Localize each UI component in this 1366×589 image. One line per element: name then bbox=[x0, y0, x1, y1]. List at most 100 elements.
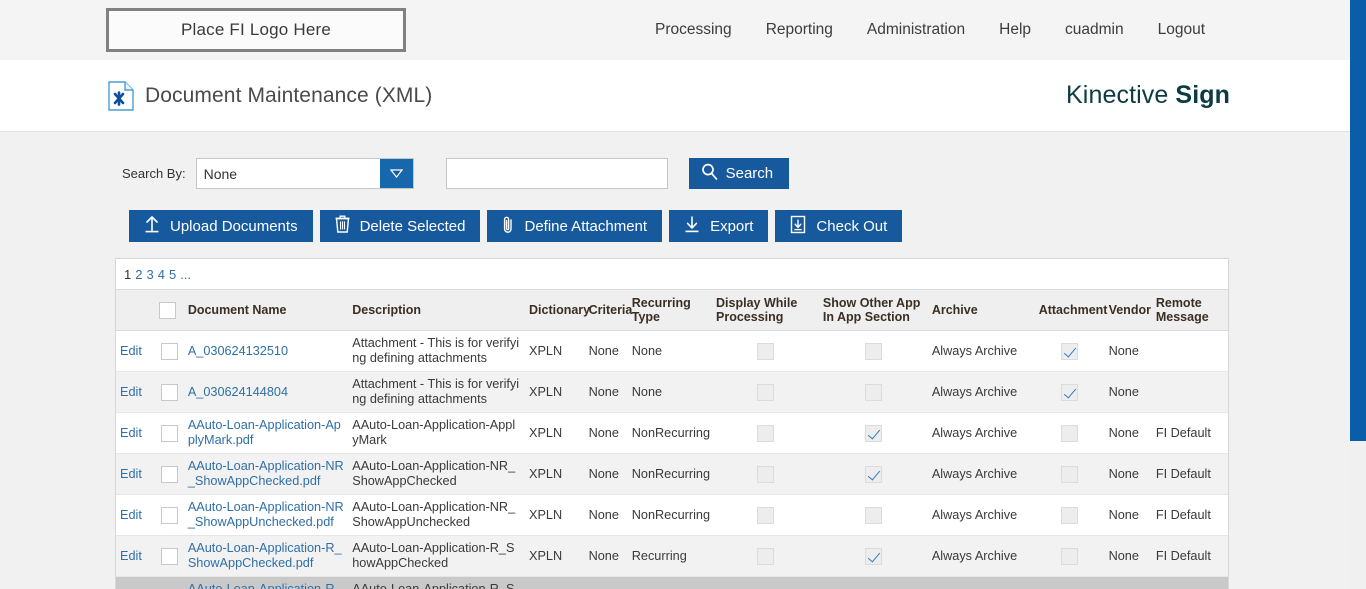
row-display-while-processing[interactable] bbox=[712, 535, 819, 577]
edit-link[interactable]: Edit bbox=[120, 343, 142, 358]
row-display-while-processing[interactable] bbox=[712, 330, 819, 372]
row-select-checkbox[interactable] bbox=[160, 383, 178, 401]
row-display-while-processing[interactable] bbox=[712, 576, 819, 589]
row-attachment-checkbox[interactable] bbox=[1061, 506, 1079, 524]
search-input[interactable] bbox=[445, 158, 668, 189]
document-name-link[interactable]: AAuto-Loan-Application-R_ShowAppUnchecke… bbox=[187, 582, 342, 589]
nav-item-help[interactable]: Help bbox=[999, 21, 1032, 38]
th-attachment[interactable]: Attachment bbox=[1034, 289, 1107, 331]
row-select-cell[interactable] bbox=[155, 412, 184, 454]
th-display-while-processing[interactable]: Display While Processing bbox=[712, 289, 819, 331]
row-attachment-checkbox[interactable] bbox=[1061, 383, 1079, 401]
nav-item-processing[interactable]: Processing bbox=[655, 21, 732, 38]
th-remote-message[interactable]: Remote Message bbox=[1151, 289, 1228, 331]
edit-link[interactable]: Edit bbox=[120, 548, 142, 563]
th-dictionary[interactable]: Dictionary bbox=[525, 289, 590, 331]
row-show-other-app[interactable] bbox=[818, 453, 928, 495]
row-select-checkbox[interactable] bbox=[160, 342, 178, 360]
pagination-ellipsis[interactable]: ... bbox=[180, 266, 192, 282]
export-button[interactable]: Export bbox=[669, 210, 769, 242]
row-show-other-app-checkbox[interactable] bbox=[864, 506, 882, 524]
pagination-page-2[interactable]: 2 bbox=[135, 266, 143, 282]
edit-link[interactable]: Edit bbox=[120, 507, 142, 522]
row-show-other-app-checkbox[interactable] bbox=[864, 465, 882, 483]
row-show-other-app-checkbox[interactable] bbox=[864, 383, 882, 401]
row-display-while-processing[interactable] bbox=[712, 453, 819, 495]
row-show-other-app[interactable] bbox=[818, 371, 928, 413]
table-row[interactable]: Edit A_030624144804 Attachment - This is f… bbox=[116, 371, 1228, 413]
row-show-other-app[interactable] bbox=[818, 576, 928, 589]
edit-link[interactable]: Edit bbox=[120, 384, 142, 399]
th-criteria[interactable]: Criteria bbox=[584, 289, 632, 331]
th-vendor[interactable]: Vendor bbox=[1104, 289, 1152, 331]
row-attachment-checkbox[interactable] bbox=[1061, 465, 1079, 483]
row-display-while-processing-checkbox[interactable] bbox=[756, 506, 774, 524]
row-attachment[interactable] bbox=[1034, 535, 1105, 577]
pagination-page-5[interactable]: 5 bbox=[168, 266, 177, 282]
document-name-link[interactable]: AAuto-Loan-Application-NR_ShowAppUncheck… bbox=[187, 500, 344, 529]
page-scrollbar[interactable] bbox=[1350, 0, 1366, 589]
row-select-cell[interactable] bbox=[155, 330, 184, 372]
table-row[interactable]: Edit AAuto-Loan-Application-NR_ShowAppChe… bbox=[116, 453, 1228, 495]
search-button[interactable]: Search bbox=[688, 158, 790, 189]
row-select-cell[interactable] bbox=[155, 494, 184, 536]
row-select-checkbox[interactable] bbox=[160, 547, 178, 565]
row-display-while-processing[interactable] bbox=[712, 494, 819, 536]
row-display-while-processing[interactable] bbox=[712, 412, 819, 454]
row-show-other-app[interactable] bbox=[818, 494, 928, 536]
upload-documents-button[interactable]: Upload Documents bbox=[129, 210, 313, 242]
document-name-link[interactable]: AAuto-Loan-Application-ApplyMark.pdf bbox=[187, 418, 341, 447]
row-show-other-app-checkbox[interactable] bbox=[864, 424, 882, 442]
check-out-button[interactable]: Check Out bbox=[775, 210, 903, 242]
pagination-page-3[interactable]: 3 bbox=[146, 266, 154, 282]
table-row[interactable]: Edit A_030624132510 Attachment - This is f… bbox=[116, 330, 1228, 372]
document-name-link[interactable]: A_030624144804 bbox=[187, 384, 289, 399]
nav-item-logout[interactable]: Logout bbox=[1157, 21, 1206, 38]
select-all-checkbox[interactable] bbox=[159, 301, 177, 319]
pagination-page-4[interactable]: 4 bbox=[157, 266, 165, 282]
row-attachment[interactable] bbox=[1034, 494, 1105, 536]
row-show-other-app-checkbox[interactable] bbox=[864, 342, 882, 360]
page-scrollbar-thumb[interactable] bbox=[1350, 0, 1366, 441]
row-attachment-checkbox[interactable] bbox=[1061, 547, 1079, 565]
row-attachment[interactable] bbox=[1034, 412, 1105, 454]
row-display-while-processing-checkbox[interactable] bbox=[756, 424, 774, 442]
th-archive[interactable]: Archive bbox=[927, 289, 1035, 331]
row-display-while-processing-checkbox[interactable] bbox=[756, 342, 774, 360]
table-row[interactable]: Edit AAuto-Loan-Application-R_ShowAppUnch… bbox=[116, 576, 1228, 589]
nav-item-username[interactable]: cuadmin bbox=[1065, 21, 1124, 38]
row-show-other-app-checkbox[interactable] bbox=[864, 547, 882, 565]
nav-item-reporting[interactable]: Reporting bbox=[765, 21, 833, 38]
row-select-checkbox[interactable] bbox=[160, 424, 178, 442]
row-select-cell[interactable] bbox=[155, 371, 184, 413]
row-display-while-processing-checkbox[interactable] bbox=[756, 547, 774, 565]
row-attachment[interactable] bbox=[1034, 330, 1105, 372]
row-show-other-app[interactable] bbox=[818, 330, 928, 372]
chevron-down-icon[interactable] bbox=[379, 159, 413, 188]
row-show-other-app[interactable] bbox=[818, 535, 928, 577]
th-description[interactable]: Description bbox=[348, 289, 525, 331]
row-attachment[interactable] bbox=[1034, 453, 1105, 495]
row-select-cell[interactable] bbox=[155, 453, 184, 495]
table-row[interactable]: Edit AAuto-Loan-Application-R_ShowAppChec… bbox=[116, 535, 1228, 577]
table-row[interactable]: Edit AAuto-Loan-Application-ApplyMark.pdf… bbox=[116, 412, 1228, 454]
table-row[interactable]: Edit AAuto-Loan-Application-NR_ShowAppUnc… bbox=[116, 494, 1228, 536]
th-document-name[interactable]: Document Name bbox=[183, 289, 349, 331]
row-select-cell[interactable] bbox=[155, 535, 184, 577]
edit-link[interactable]: Edit bbox=[120, 425, 142, 440]
define-attachment-button[interactable]: Define Attachment bbox=[487, 210, 663, 242]
document-name-link[interactable]: A_030624132510 bbox=[187, 343, 289, 358]
edit-link[interactable]: Edit bbox=[120, 466, 142, 481]
row-attachment[interactable] bbox=[1034, 371, 1105, 413]
row-select-checkbox[interactable] bbox=[160, 506, 178, 524]
row-display-while-processing[interactable] bbox=[712, 371, 819, 413]
document-name-link[interactable]: AAuto-Loan-Application-NR_ShowAppChecked… bbox=[187, 459, 344, 488]
search-by-select[interactable]: None bbox=[195, 158, 414, 189]
row-display-while-processing-checkbox[interactable] bbox=[756, 465, 774, 483]
row-select-checkbox[interactable] bbox=[160, 465, 178, 483]
nav-item-administration[interactable]: Administration bbox=[866, 21, 966, 38]
row-select-cell[interactable] bbox=[155, 576, 184, 589]
row-attachment-checkbox[interactable] bbox=[1061, 342, 1079, 360]
document-name-link[interactable]: AAuto-Loan-Application-R_ShowAppChecked.… bbox=[187, 541, 342, 570]
row-display-while-processing-checkbox[interactable] bbox=[756, 383, 774, 401]
